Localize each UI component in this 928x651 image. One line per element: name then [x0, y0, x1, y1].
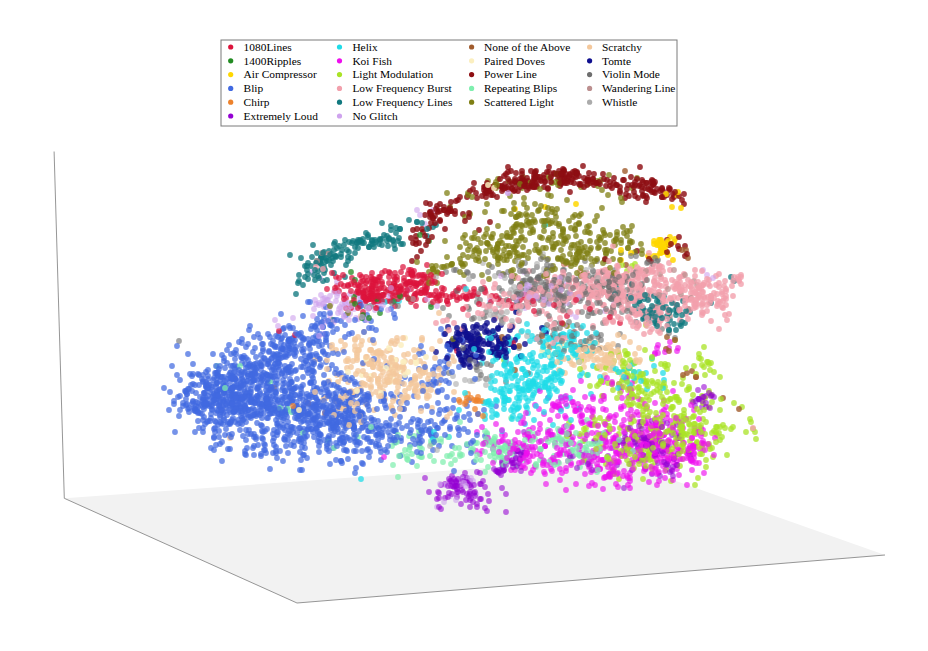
svg-text:1400Ripples: 1400Ripples [244, 55, 302, 67]
svg-text:Whistle: Whistle [602, 96, 637, 108]
svg-text:1080Lines: 1080Lines [244, 41, 293, 53]
svg-text:Repeating Blips: Repeating Blips [484, 82, 558, 94]
svg-text:Extremely Loud: Extremely Loud [244, 110, 319, 122]
svg-text:Wandering Line: Wandering Line [602, 82, 675, 94]
svg-text:None of the Above: None of the Above [484, 41, 570, 53]
svg-text:Chirp: Chirp [244, 96, 270, 108]
svg-text:Koi Fish: Koi Fish [352, 55, 392, 67]
svg-text:Light Modulation: Light Modulation [352, 68, 433, 80]
svg-text:Power Line: Power Line [484, 68, 537, 80]
svg-text:Violin Mode: Violin Mode [602, 68, 660, 80]
svg-text:Scattered Light: Scattered Light [484, 96, 555, 108]
svg-text:No Glitch: No Glitch [352, 110, 398, 122]
svg-text:Helix: Helix [352, 41, 378, 53]
svg-text:Low Frequency Lines: Low Frequency Lines [352, 96, 453, 108]
svg-text:Blip: Blip [244, 82, 264, 94]
svg-text:Air Compressor: Air Compressor [244, 68, 317, 80]
svg-text:Tomte: Tomte [602, 55, 631, 67]
svg-text:Low Frequency Burst: Low Frequency Burst [352, 82, 452, 94]
svg-text:Paired Doves: Paired Doves [484, 55, 546, 67]
svg-text:Scratchy: Scratchy [602, 41, 642, 53]
